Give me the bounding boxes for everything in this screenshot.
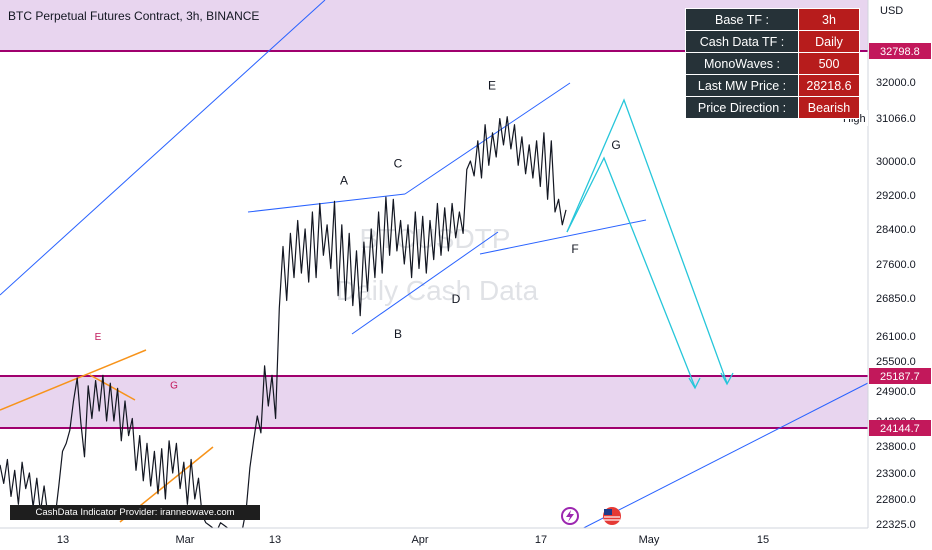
wave-label: E — [95, 332, 102, 343]
wave-label: G — [170, 380, 178, 391]
wedge-line — [89, 374, 136, 401]
y-tick-label: 26850.0 — [876, 293, 916, 305]
wave-label: D — [452, 292, 461, 306]
x-tick-label: 17 — [535, 534, 547, 546]
y-tick-label: 24900.0 — [876, 386, 916, 398]
x-tick-label: Mar — [176, 534, 195, 546]
trendline — [404, 82, 571, 195]
table-value: Daily — [799, 31, 859, 52]
trendline — [0, 0, 326, 296]
y-tick-label: 29200.0 — [876, 190, 916, 202]
table-value: 3h — [799, 9, 859, 30]
table-key: Cash Data TF : — [686, 31, 798, 52]
table-key: MonoWaves : — [686, 53, 798, 74]
table-key: Price Direction : — [686, 97, 798, 118]
table-row: Last MW Price : 28218.6 — [686, 75, 859, 96]
price-tag-box — [869, 368, 931, 384]
table-key: Base TF : — [686, 9, 798, 30]
y-tick-label: 30000.0 — [876, 156, 916, 168]
flash-glyph — [566, 510, 574, 522]
axis-unit-label: USD — [880, 5, 903, 17]
trendline — [247, 193, 406, 213]
projection-path — [566, 98, 728, 384]
x-tick-label: May — [639, 534, 660, 546]
wave-label: A — [340, 173, 348, 187]
x-tick-label: 15 — [757, 534, 769, 546]
trendline — [479, 219, 647, 255]
trendline — [351, 231, 499, 335]
y-tick-label: 32000.0 — [876, 77, 916, 89]
y-tick-label: 22325.0 — [876, 519, 916, 531]
price-tag-label: 25187.7 — [880, 371, 920, 383]
table-row: MonoWaves : 500 — [686, 53, 859, 74]
us-flag-canton — [604, 509, 612, 515]
wave-label: G — [611, 138, 620, 152]
x-tick-label: 13 — [57, 534, 69, 546]
y-tick-label: 27600.0 — [876, 259, 916, 271]
x-tick-label: Apr — [411, 534, 428, 546]
price-tag-label: 32798.8 — [880, 46, 920, 58]
projection-arrowhead — [688, 377, 701, 390]
wave-label: C — [394, 156, 403, 170]
wave-label: B — [394, 327, 402, 341]
y-tick-label: 22800.0 — [876, 494, 916, 506]
table-row: Base TF : 3h — [686, 9, 859, 30]
wedge-line — [0, 349, 147, 411]
y-tick-label: 23800.0 — [876, 441, 916, 453]
wave-label: E — [488, 79, 496, 93]
table-row: Cash Data TF : Daily — [686, 31, 859, 52]
y-tick-label: 31066.0 — [876, 113, 916, 125]
chart-title: BTC Perpetual Futures Contract, 3h, BINA… — [8, 9, 260, 23]
x-tick-label: 13 — [269, 534, 281, 546]
projection-path — [566, 156, 696, 388]
cash-data-info-table: Base TF : 3h Cash Data TF : Daily MonoWa… — [685, 8, 860, 119]
wave-label: F — [571, 242, 578, 256]
y-tick-label: 28400.0 — [876, 224, 916, 236]
price-tag-box — [869, 420, 931, 436]
price-tag-box — [869, 43, 931, 59]
table-value: 28218.6 — [799, 75, 859, 96]
y-tick-label: 26100.0 — [876, 331, 916, 343]
y-tick-label: 25500.0 — [876, 356, 916, 368]
price-tag-label: 24144.7 — [880, 423, 920, 435]
table-value: Bearish — [799, 97, 859, 118]
price-series-line — [0, 116, 567, 532]
table-key: Last MW Price : — [686, 75, 798, 96]
indicator-credit-banner: CashData Indicator Provider: iranneowave… — [10, 505, 260, 520]
supply-demand-zone — [0, 376, 868, 428]
projection-arrowhead — [720, 372, 734, 386]
watermark-subtitle: Daily Cash Data — [336, 275, 539, 306]
table-value: 500 — [799, 53, 859, 74]
y-tick-label: 23300.0 — [876, 468, 916, 480]
table-row: Price Direction : Bearish — [686, 97, 859, 118]
